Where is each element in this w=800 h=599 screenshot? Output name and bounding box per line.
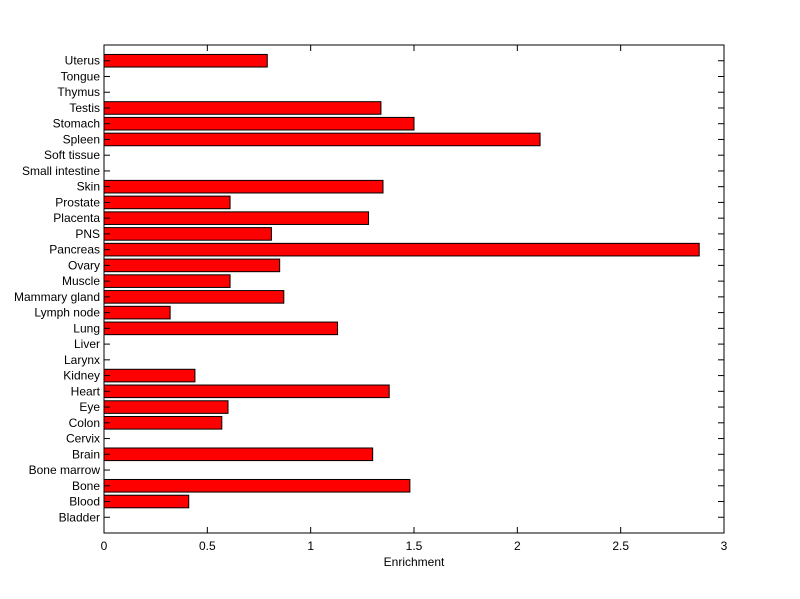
bar-mammary-gland [103,290,285,304]
y-tick-label: Pancreas [49,243,100,257]
y-tick-label: Eye [79,400,100,414]
y-tick-label: Brain [72,447,100,461]
y-tick-label: Lymph node [34,306,100,320]
bar-placenta [103,211,370,225]
bar-brain [103,447,374,462]
x-tick-label: 2.5 [612,539,629,553]
bar-prostate [103,195,231,210]
bar-eye [103,400,229,414]
bar-ovary [103,258,281,273]
x-tick-label: 0 [101,539,108,553]
bars-group [103,53,700,509]
y-tick-label: PNS [75,227,100,241]
y-tick-label: Kidney [63,369,100,383]
x-tick-label: 2 [514,539,521,553]
y-tick-label: Spleen [63,132,100,146]
y-tick-label: Bone [72,479,100,493]
y-tick-label: Blood [69,495,100,509]
bar-kidney [103,368,196,383]
y-tick-label: Heart [71,384,101,398]
bar-lung [103,321,339,336]
bar-uterus [103,53,268,68]
bar-stomach [103,116,415,131]
y-tick-label: Cervix [66,432,100,446]
bar-heart [103,384,390,399]
y-tick-label: Thymus [57,85,100,99]
bar-spleen [103,132,541,147]
y-tick-label: Uterus [65,54,100,68]
y-tick-label: Bone marrow [29,463,101,477]
x-tick-label: 1.5 [406,539,423,553]
y-tick-label: Soft tissue [44,148,100,162]
x-tick-label: 3 [721,539,728,553]
y-tick-label: Tongue [61,69,101,83]
bar-pancreas [103,242,700,257]
y-tick-label: Bladder [59,510,100,524]
y-tick-label: Skin [77,180,100,194]
y-tick-label: Stomach [53,117,100,131]
bar-skin [103,179,384,194]
y-tick-label: Mammary gland [14,290,100,304]
y-tick-label: Testis [69,101,100,115]
bar-testis [103,101,382,115]
y-tick-label: Liver [74,337,100,351]
x-tick-label: 0.5 [199,539,216,553]
y-tick-label: Lung [73,321,100,335]
bar-muscle [103,274,231,288]
y-tick-label: Muscle [62,274,100,288]
y-tick-label: Prostate [55,195,100,209]
x-tick-label: 1 [307,539,314,553]
y-tick-label: Placenta [53,211,100,225]
bar-blood [103,494,190,509]
bar-colon [103,416,223,430]
bar-lymph-node [103,305,171,320]
y-tick-label: Larynx [64,353,100,367]
bar-pns [103,227,272,241]
y-tick-label: Colon [69,416,100,430]
x-axis-label: Enrichment [384,555,445,569]
bar-bone [103,478,411,493]
y-tick-label: Small intestine [22,164,100,178]
y-tick-label: Ovary [68,258,100,272]
